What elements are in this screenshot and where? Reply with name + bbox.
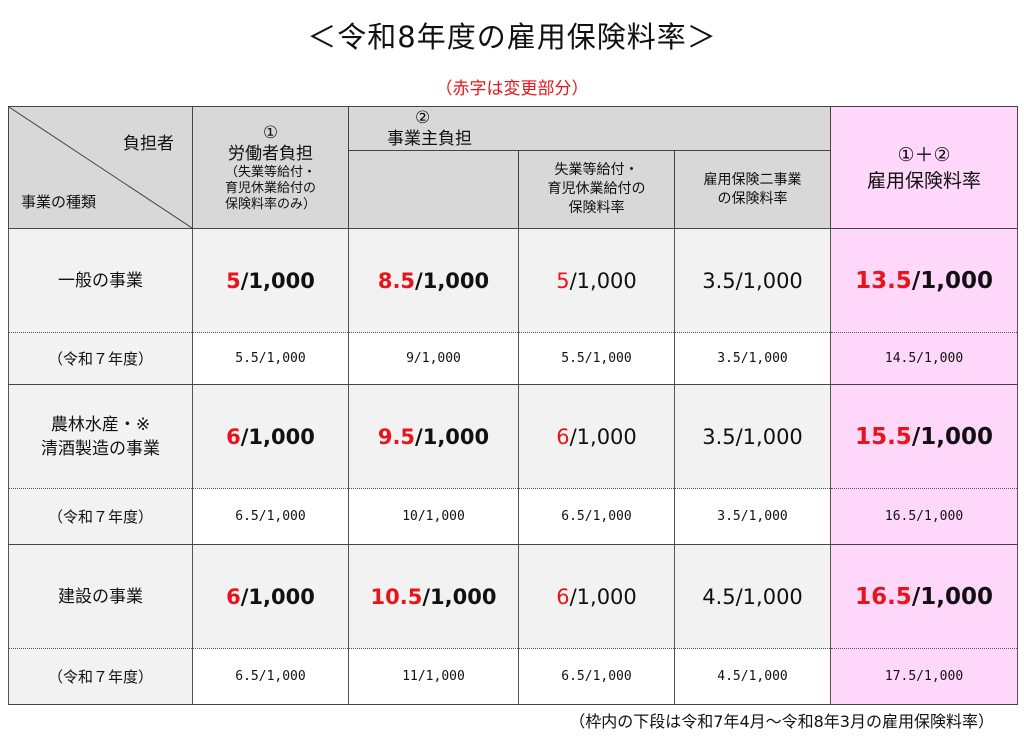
total-num: ①＋② (897, 143, 951, 166)
prev-two-programs-rate: 3.5/1,000 (673, 332, 832, 385)
worker-note-2: 育児休業給付の (224, 180, 316, 196)
sub1-line3: 保険料率 (568, 200, 625, 216)
employer-rate: 8.5/1,000 (348, 228, 519, 333)
category-cell: 農林水産・※ 清酒製造の事業 (8, 384, 193, 489)
prev-unemployment-rate: 6.5/1,000 (518, 488, 675, 545)
rate-unit: /1,000 (569, 584, 637, 609)
unemployment-rate: 5/1,000 (518, 228, 675, 333)
worker-note-3: 保険料率のみ） (224, 196, 316, 212)
category-name: 建設の事業 (58, 586, 143, 607)
category-cell: 建設の事業 (8, 544, 193, 649)
table-row: 農林水産・※ 清酒製造の事業 6/1,000 9.5/1,000 6/1,000… (8, 384, 1019, 489)
total-rate: 16.5/1,000 (830, 544, 1019, 649)
insurance-rate-table: 負担者 事業の種類 ① 労働者負担 （失業等給付・ 育児休業給付の 保険料率のみ… (8, 106, 1019, 705)
category-name: 一般の事業 (58, 270, 143, 291)
sub2-line2: の保険料率 (717, 190, 788, 207)
footnote: （枠内の下段は令和7年4月～令和8年3月の雇用保険料率） (569, 712, 994, 731)
page-title: ＜令和8年度の雇用保険料率＞ (307, 20, 717, 54)
prev-worker-rate: 5.5/1,000 (192, 332, 349, 385)
prev-employer-rate: 10/1,000 (348, 488, 519, 545)
sub1-line1: 失業等給付・ (554, 162, 639, 178)
payer-label: 負担者 (123, 134, 174, 154)
unemployment-rate: 6/1,000 (518, 544, 675, 649)
total-label: 雇用保険料率 (867, 169, 982, 192)
worker-note-1: （失業等給付・ (224, 164, 316, 180)
rate-unit: /1,000 (415, 268, 490, 293)
diagonal-line (9, 107, 192, 228)
rate-changed: 13.5 (855, 267, 912, 294)
rate-unit: /1,000 (422, 584, 497, 609)
prev-total-rate: 14.5/1,000 (830, 332, 1019, 385)
rate-unit: /1,000 (569, 268, 637, 293)
rate-unit: /1,000 (240, 584, 315, 609)
two-programs-rate: 4.5/1,000 (673, 544, 832, 649)
rate-unit: /1,000 (569, 424, 637, 449)
employer-rate: 10.5/1,000 (348, 544, 519, 649)
rate-changed: 5 (226, 268, 241, 293)
sub2-line1: 雇用保険二事業 (703, 171, 802, 188)
total-rate-header: ①＋② 雇用保険料率 (830, 106, 1019, 229)
worker-rate: 6/1,000 (192, 544, 349, 649)
rate-unit: /1,000 (415, 424, 490, 449)
two-programs-header: 雇用保険二事業 の保険料率 (673, 150, 832, 229)
worker-num: ① (262, 122, 279, 143)
worker-share-header: ① 労働者負担 （失業等給付・ 育児休業給付の 保険料率のみ） (192, 106, 349, 229)
prev-unemployment-rate: 5.5/1,000 (518, 332, 675, 385)
prev-total-rate: 16.5/1,000 (830, 488, 1019, 545)
rate-unit: /1,000 (911, 583, 993, 610)
rate-changed: 15.5 (855, 423, 912, 450)
employer-rate: 9.5/1,000 (348, 384, 519, 489)
prev-year-label: （令和７年度） (8, 648, 193, 705)
rate-changed: 6 (556, 424, 570, 449)
prev-worker-rate: 6.5/1,000 (192, 488, 349, 545)
rate-changed: 6 (556, 584, 570, 609)
worker-rate: 6/1,000 (192, 384, 349, 489)
prev-year-label: （令和７年度） (8, 332, 193, 385)
change-note: （赤字は変更部分） (435, 79, 589, 99)
employer-label: 事業主負担 (387, 128, 472, 149)
table-row: 建設の事業 6/1,000 10.5/1,000 6/1,000 4.5/1,0… (8, 544, 1019, 649)
employer-share-header: ② 事業主負担 (347, 106, 832, 151)
unemployment-rate: 6/1,000 (518, 384, 675, 489)
table-row-previous: （令和７年度） 6.5/1,000 11/1,000 6.5/1,000 4.5… (8, 648, 1019, 705)
prev-employer-rate: 11/1,000 (348, 648, 519, 705)
rate-changed: 6 (226, 584, 241, 609)
total-rate: 15.5/1,000 (830, 384, 1019, 489)
rate-unit: /1,000 (240, 268, 315, 293)
table-row-previous: （令和７年度） 5.5/1,000 9/1,000 5.5/1,000 3.5/… (8, 332, 1019, 385)
prev-two-programs-rate: 4.5/1,000 (673, 648, 832, 705)
table-row: 一般の事業 5/1,000 8.5/1,000 5/1,000 3.5/1,00… (8, 228, 1019, 333)
prev-employer-rate: 9/1,000 (348, 332, 519, 385)
sub1-line2: 育児休業給付の (547, 181, 646, 197)
rate-changed: 8.5 (377, 268, 416, 293)
corner-header-cell: 負担者 事業の種類 (8, 106, 193, 229)
employer-num: ② (415, 107, 431, 128)
prev-worker-rate: 6.5/1,000 (192, 648, 349, 705)
two-programs-rate: 3.5/1,000 (673, 384, 832, 489)
rate-changed: 9.5 (377, 424, 416, 449)
category-cell: 一般の事業 (8, 228, 193, 333)
prev-year-label: （令和７年度） (8, 488, 193, 545)
rate-changed: 16.5 (855, 583, 912, 610)
rate-unit: /1,000 (911, 423, 993, 450)
two-programs-rate: 3.5/1,000 (673, 228, 832, 333)
rate-unit: /1,000 (240, 424, 315, 449)
category-name: 農林水産・※ (50, 414, 151, 435)
header-spacer (348, 150, 519, 229)
table-row-previous: （令和７年度） 6.5/1,000 10/1,000 6.5/1,000 3.5… (8, 488, 1019, 545)
total-rate: 13.5/1,000 (830, 228, 1019, 333)
category-name-2: 清酒製造の事業 (41, 438, 160, 459)
rate-changed: 6 (226, 424, 241, 449)
rate-changed: 5 (556, 268, 570, 293)
worker-label: 労働者負担 (228, 143, 313, 164)
business-type-label: 事業の種類 (21, 193, 97, 211)
unemployment-benefit-header: 失業等給付・ 育児休業給付の 保険料率 (518, 150, 675, 229)
prev-two-programs-rate: 3.5/1,000 (673, 488, 832, 545)
prev-unemployment-rate: 6.5/1,000 (518, 648, 675, 705)
rate-changed: 10.5 (370, 584, 423, 609)
worker-rate: 5/1,000 (192, 228, 349, 333)
rate-unit: /1,000 (911, 267, 993, 294)
prev-total-rate: 17.5/1,000 (830, 648, 1019, 705)
